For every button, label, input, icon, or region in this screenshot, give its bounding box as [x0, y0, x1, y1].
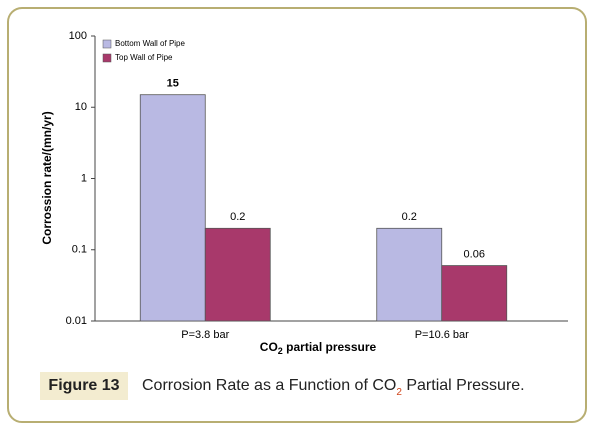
y-tick-label: 0.01 — [66, 315, 87, 327]
caption-label: Figure 13 — [48, 377, 119, 394]
value-label: 0.2 — [402, 211, 417, 223]
x-label-part: partial pressure — [283, 340, 377, 354]
legend-label: Top Wall of Pipe — [115, 53, 173, 62]
caption-sub: 2 — [396, 387, 402, 398]
x-tick-label: P=3.8 bar — [181, 329, 229, 341]
y-tick-label: 100 — [69, 30, 87, 42]
value-label: 15 — [167, 78, 179, 90]
bar — [139, 94, 206, 322]
bar — [441, 265, 508, 322]
y-axis-label: Corrossion rate/(mn/yr) — [40, 111, 54, 244]
x-label-sub: 2 — [278, 346, 283, 356]
legend-label: Bottom Wall of Pipe — [115, 39, 186, 48]
y-tick-label: 1 — [81, 172, 87, 184]
value-label: 0.06 — [464, 248, 485, 260]
y-tick-label: 10 — [75, 101, 87, 113]
legend-swatch — [102, 53, 112, 63]
x-axis-label: CO2 partial pressure — [260, 340, 377, 356]
y-tick-label: 0.1 — [72, 244, 87, 256]
caption-part: Partial Pressure. — [402, 377, 525, 394]
legend-swatch — [102, 39, 112, 49]
bar — [204, 227, 271, 322]
value-label: 0.2 — [230, 211, 245, 223]
caption-label-box — [40, 372, 128, 400]
x-label-part: CO — [260, 340, 278, 354]
caption-part: Corrosion Rate as a Function of CO — [142, 377, 396, 394]
x-tick-label: P=10.6 bar — [415, 329, 469, 341]
caption-text: Corrosion Rate as a Function of CO2 Part… — [142, 377, 525, 397]
bar — [376, 227, 443, 322]
